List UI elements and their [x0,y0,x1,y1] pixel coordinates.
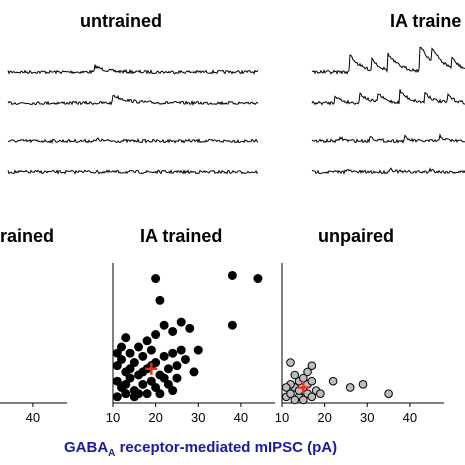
data-point [168,348,178,358]
panel-label-untrained: rained [0,226,54,246]
data-point [172,373,182,383]
data-point [227,270,237,280]
data-point [227,320,237,330]
ia-trained-trace-4 [311,167,465,176]
x-tick-label: 40 [26,410,40,425]
x-tick-label: 40 [234,410,248,425]
data-point [286,358,295,367]
data-point [345,383,355,392]
x-axis-title-rest: receptor-mediated mIPSC (pA) [115,439,337,456]
data-point [138,379,148,389]
data-point [138,351,148,361]
ia-trained-trace-2 [311,89,465,106]
data-point [125,373,135,383]
scatter-panels: 30401020304010203040 [0,263,444,425]
data-point [112,376,122,386]
data-point [146,376,156,386]
data-point [151,330,161,340]
x-axis-title-subscript: A [108,448,115,459]
ia-trained-trace-3 [311,133,465,144]
panel-label-ia-trained: IA trained [140,226,222,246]
data-point [328,376,338,386]
scatter-panel-2: 10 20 30 40 [106,263,275,425]
data-point [286,389,295,398]
data-point [176,317,186,327]
data-point [112,361,122,371]
x-tick-label: 20 [148,410,162,425]
data-point [121,379,131,389]
x-tick-label: 30 [191,410,205,425]
data-point [155,295,165,305]
data-point [290,370,300,380]
data-point [121,333,131,343]
data-point [307,376,317,386]
data-point [303,367,312,377]
ia-trained-trace-1 [311,46,465,75]
scatter-panel-3: 10 20 30 40 [275,263,444,425]
data-point [159,351,169,361]
data-point [117,342,127,352]
data-point [134,389,144,399]
mean-marker [297,381,310,394]
data-point [168,386,178,396]
data-point [129,358,139,368]
data-point [155,389,165,399]
data-point [151,274,161,284]
data-point [180,354,190,364]
data-point [358,380,368,389]
data-point [307,392,317,402]
data-point [189,367,199,377]
data-point [176,345,186,355]
panel-label-unpaired: unpaired [318,226,394,246]
data-point [163,379,173,389]
x-axis-title-main: GABA [64,439,108,456]
untrained-trace-3 [7,137,259,145]
data-point [290,395,300,405]
data-point [159,373,169,383]
data-point [307,361,317,370]
data-point [112,348,122,358]
data-point [142,336,152,346]
data-point [253,274,263,284]
data-point [185,323,195,333]
data-point [151,382,161,392]
mean-marker [145,362,158,375]
data-point [125,348,135,358]
x-axis-title: GABAA receptor-mediated mIPSC (pA) [64,439,337,459]
data-point [121,389,131,399]
data-point [316,389,325,398]
data-point [384,389,393,398]
x-tick-label: 10 [275,410,289,425]
data-point [112,392,122,402]
data-point [168,326,178,336]
data-point [163,364,173,374]
data-point [281,383,291,392]
x-tick-label: 30 [360,410,374,425]
data-point [172,361,182,371]
x-tick-label: 40 [403,410,417,425]
x-tick-label: 20 [317,410,331,425]
trace-group [7,46,465,176]
untrained-trace-2 [7,94,259,107]
data-point [134,342,144,352]
data-point [117,354,127,364]
ia-trained-trace-label: IA traine [390,11,461,31]
data-point [299,395,308,405]
data-point [159,320,169,330]
data-point [125,364,135,374]
data-point [142,389,152,399]
untrained-trace-1 [7,64,259,75]
untrained-trace-label: untrained [80,11,162,31]
untrained-trace-4 [7,168,259,175]
x-tick-label: 10 [106,410,120,425]
data-point [193,345,203,355]
data-point [138,367,148,377]
data-point [146,345,156,355]
